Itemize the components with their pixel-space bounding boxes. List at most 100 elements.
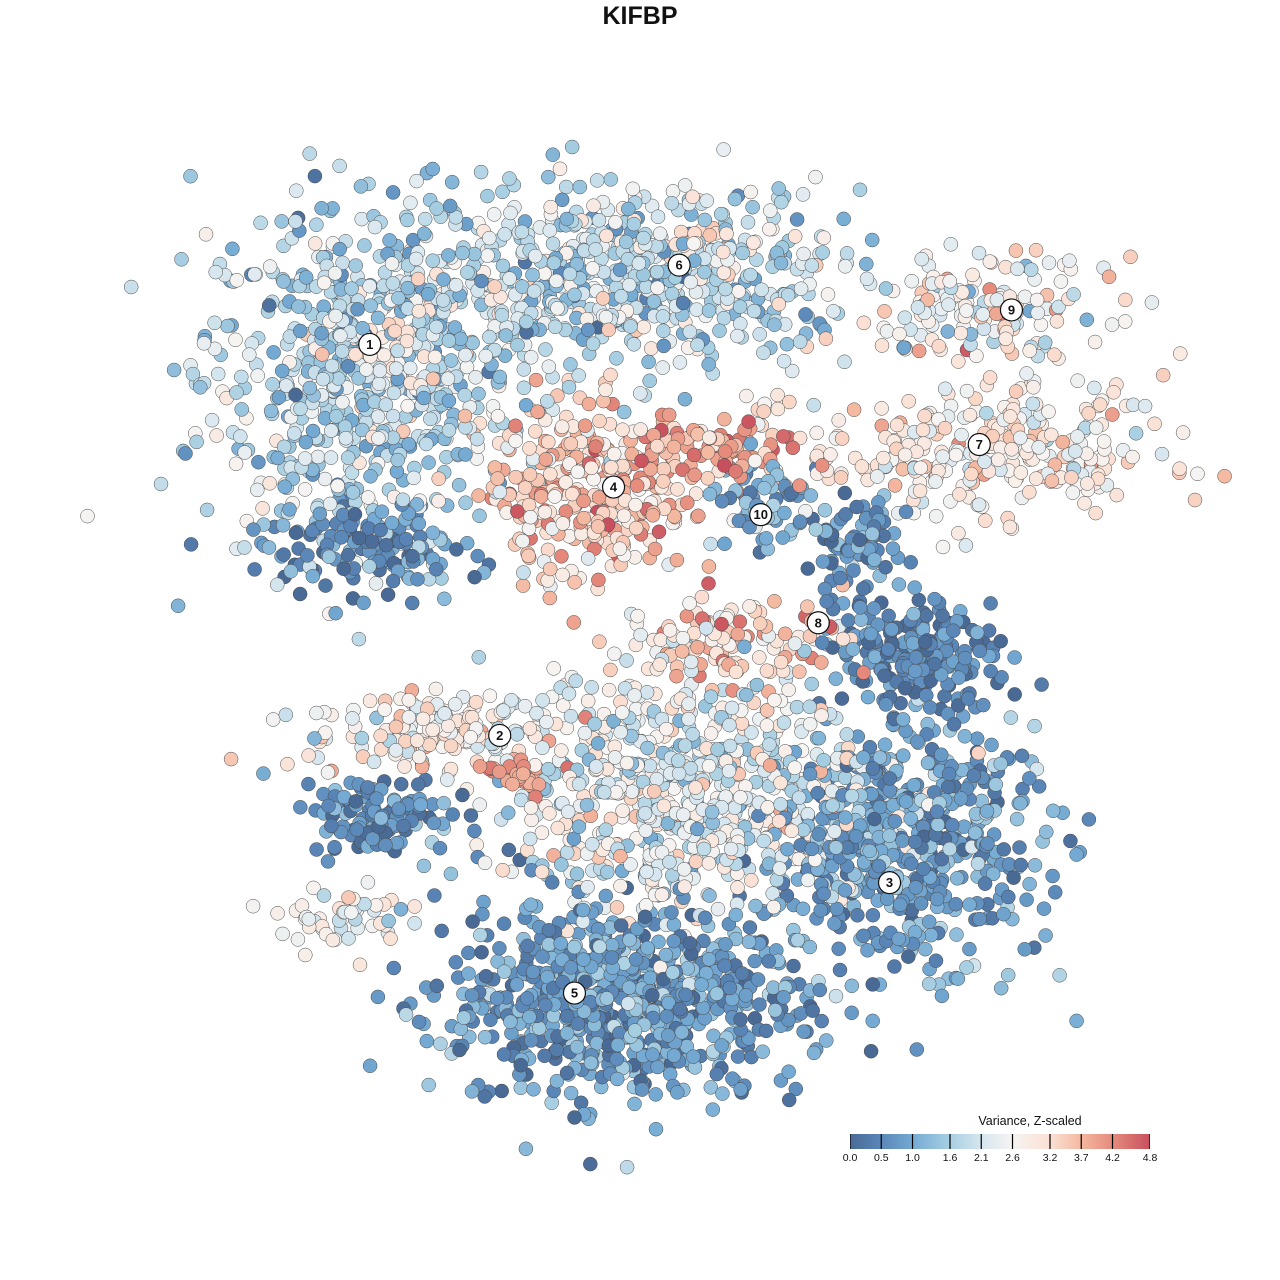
data-point [808, 169, 823, 185]
data-point [965, 267, 980, 283]
data-point [933, 667, 949, 682]
data-point [1039, 824, 1054, 840]
data-point [335, 394, 350, 410]
data-point [411, 516, 427, 531]
data-point [642, 758, 658, 774]
data-point [328, 605, 343, 621]
data-point [204, 412, 220, 428]
data-point [904, 273, 919, 289]
data-point [1034, 677, 1049, 692]
data-point [718, 937, 733, 952]
data-point [591, 213, 607, 228]
data-point [951, 525, 966, 541]
data-point [554, 419, 570, 435]
data-point [1025, 396, 1041, 412]
data-point [455, 787, 470, 803]
data-point [388, 743, 404, 758]
data-point [1017, 289, 1033, 305]
data-point [540, 394, 555, 409]
data-point [517, 698, 533, 714]
data-point [255, 501, 270, 516]
data-point [362, 693, 378, 709]
data-point [421, 1077, 436, 1093]
data-point [685, 189, 700, 205]
data-point [989, 292, 1005, 307]
data-point [994, 670, 1009, 685]
data-point [865, 907, 881, 923]
data-point [606, 713, 621, 729]
data-point [814, 708, 829, 723]
data-point [535, 740, 550, 755]
data-point [971, 745, 986, 761]
data-point [459, 535, 475, 551]
data-point [482, 329, 497, 345]
data-point [440, 371, 456, 386]
data-point [305, 568, 321, 584]
data-point [585, 336, 601, 351]
data-point [1101, 269, 1117, 285]
data-point [792, 664, 807, 679]
data-point [316, 888, 332, 903]
data-point [242, 347, 257, 362]
data-point [1092, 397, 1108, 412]
data-point [792, 514, 808, 529]
data-point [288, 387, 303, 403]
data-point [480, 188, 495, 204]
data-point [1026, 380, 1041, 395]
data-point [653, 959, 668, 975]
data-point [814, 635, 830, 650]
data-point [771, 181, 786, 196]
data-point [978, 513, 993, 528]
data-point [1070, 429, 1085, 444]
data-point [740, 215, 756, 230]
data-point [805, 1003, 820, 1018]
data-point [1007, 687, 1022, 702]
data-point [733, 1082, 748, 1097]
data-point [1155, 367, 1171, 383]
data-point [800, 872, 816, 888]
data-point [852, 182, 868, 198]
data-point [725, 1071, 740, 1086]
data-point [704, 804, 720, 820]
data-point [918, 941, 933, 957]
data-point [1022, 771, 1037, 786]
data-point [837, 354, 852, 370]
data-point [1013, 465, 1029, 480]
data-point [864, 232, 880, 248]
data-point [384, 515, 400, 531]
data-point [1037, 335, 1053, 350]
data-point [549, 273, 564, 289]
data-point [804, 676, 819, 692]
data-point [1044, 473, 1060, 489]
data-point [292, 586, 308, 602]
data-point [892, 326, 907, 342]
data-point [306, 880, 321, 896]
data-point [547, 319, 563, 335]
data-point [170, 598, 186, 614]
data-point [355, 320, 370, 336]
data-point [896, 340, 912, 355]
data-point [558, 475, 573, 490]
data-point [457, 387, 472, 403]
data-point [564, 486, 580, 502]
data-point [952, 487, 967, 502]
data-point [1019, 366, 1034, 381]
data-point [670, 1085, 685, 1100]
data-point [528, 372, 544, 388]
data-point [554, 549, 569, 564]
data-point [779, 336, 795, 352]
data-point [599, 228, 614, 244]
data-point [627, 1023, 643, 1038]
data-point [957, 729, 973, 744]
data-point [788, 1081, 804, 1097]
data-point [784, 363, 800, 379]
data-point [277, 479, 292, 494]
data-point [686, 236, 701, 251]
data-point [431, 493, 446, 509]
data-point [637, 909, 653, 925]
data-point [324, 818, 339, 834]
data-point [641, 354, 656, 370]
data-point [563, 708, 579, 724]
data-point [628, 497, 643, 513]
data-point [907, 580, 922, 595]
